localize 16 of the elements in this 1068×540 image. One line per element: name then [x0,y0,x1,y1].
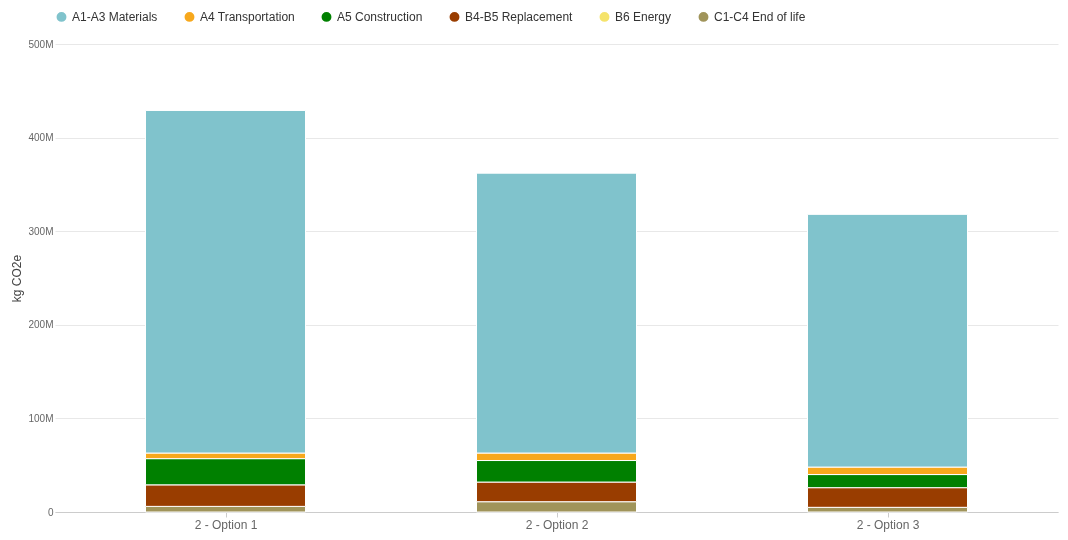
y-tick-label: 200M [28,319,54,331]
y-tick-label: 100M [28,412,54,424]
y-axis-title: kg CO2e [10,254,25,303]
y-tick-label: 300M [28,225,54,237]
y-tick-label: 500M [28,38,54,50]
legend-label: C1-C4 End of life [714,9,806,24]
legend-label: B6 Energy [615,9,672,24]
x-tick-label: 2 - Option 1 [194,517,258,532]
y-tick-label: 0 [47,506,54,518]
x-tick-label: 2 - Option 3 [856,517,920,532]
legend-label: A4 Transportation [200,9,295,24]
x-tick-label: 2 - Option 2 [525,517,589,532]
legend-label: A1-A3 Materials [72,9,158,24]
legend-label: B4-B5 Replacement [465,9,574,24]
legend-label: A5 Construction [337,9,423,24]
y-tick-label: 400M [28,132,54,144]
